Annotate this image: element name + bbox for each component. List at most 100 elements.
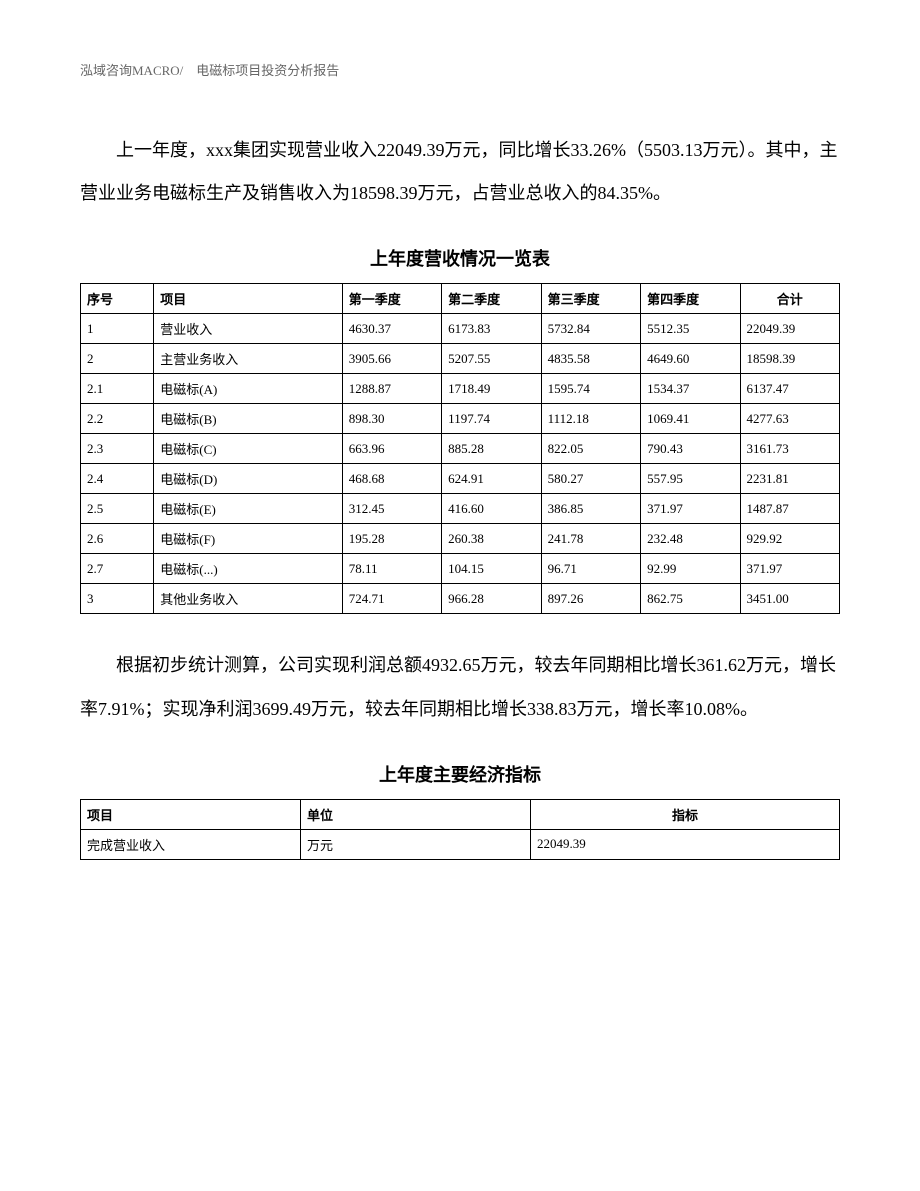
cell-q1: 663.96 <box>342 434 441 464</box>
cell-q2: 6173.83 <box>442 314 541 344</box>
paragraph-intro: 上一年度，xxx集团实现营业收入22049.39万元，同比增长33.26%（55… <box>80 129 840 215</box>
table-row: 2.1 电磁标(A) 1288.87 1718.49 1595.74 1534.… <box>81 374 840 404</box>
table-row: 2.2 电磁标(B) 898.30 1197.74 1112.18 1069.4… <box>81 404 840 434</box>
header-seq: 序号 <box>81 284 154 314</box>
cell-item: 电磁标(C) <box>154 434 342 464</box>
cell-q4: 4649.60 <box>641 344 740 374</box>
header-q1: 第一季度 <box>342 284 441 314</box>
table-row: 2.6 电磁标(F) 195.28 260.38 241.78 232.48 9… <box>81 524 840 554</box>
cell-total: 22049.39 <box>740 314 839 344</box>
cell-item: 电磁标(B) <box>154 404 342 434</box>
cell-q3: 241.78 <box>541 524 640 554</box>
header-q3: 第三季度 <box>541 284 640 314</box>
cell-seq: 3 <box>81 584 154 614</box>
cell-item: 主营业务收入 <box>154 344 342 374</box>
cell-q3: 386.85 <box>541 494 640 524</box>
page-header: 泓域咨询MACRO/ 电磁标项目投资分析报告 <box>80 60 840 79</box>
header-item: 项目 <box>154 284 342 314</box>
cell-q3: 96.71 <box>541 554 640 584</box>
table1-title: 上年度营收情况一览表 <box>80 245 840 271</box>
cell-q1: 724.71 <box>342 584 441 614</box>
cell-seq: 2.7 <box>81 554 154 584</box>
cell-item: 电磁标(D) <box>154 464 342 494</box>
table-row: 1 营业收入 4630.37 6173.83 5732.84 5512.35 2… <box>81 314 840 344</box>
cell-item: 营业收入 <box>154 314 342 344</box>
cell-q1: 3905.66 <box>342 344 441 374</box>
cell-q2: 885.28 <box>442 434 541 464</box>
cell-seq: 2.3 <box>81 434 154 464</box>
table2-title: 上年度主要经济指标 <box>80 761 840 787</box>
cell-q2: 5207.55 <box>442 344 541 374</box>
cell-q4: 92.99 <box>641 554 740 584</box>
cell-seq: 2.1 <box>81 374 154 404</box>
header-q4: 第四季度 <box>641 284 740 314</box>
header-unit: 单位 <box>301 799 531 829</box>
cell-indicator: 22049.39 <box>531 829 840 859</box>
cell-q1: 78.11 <box>342 554 441 584</box>
cell-q2: 1197.74 <box>442 404 541 434</box>
cell-q1: 898.30 <box>342 404 441 434</box>
cell-q2: 416.60 <box>442 494 541 524</box>
cell-q2: 1718.49 <box>442 374 541 404</box>
cell-q2: 624.91 <box>442 464 541 494</box>
cell-q3: 4835.58 <box>541 344 640 374</box>
cell-q4: 232.48 <box>641 524 740 554</box>
cell-q4: 5512.35 <box>641 314 740 344</box>
table-row: 2 主营业务收入 3905.66 5207.55 4835.58 4649.60… <box>81 344 840 374</box>
cell-item: 电磁标(...) <box>154 554 342 584</box>
cell-q1: 468.68 <box>342 464 441 494</box>
header-indicator: 指标 <box>531 799 840 829</box>
cell-q3: 822.05 <box>541 434 640 464</box>
cell-q3: 5732.84 <box>541 314 640 344</box>
cell-q1: 4630.37 <box>342 314 441 344</box>
table-header-row: 序号 项目 第一季度 第二季度 第三季度 第四季度 合计 <box>81 284 840 314</box>
cell-total: 6137.47 <box>740 374 839 404</box>
cell-q1: 195.28 <box>342 524 441 554</box>
cell-total: 2231.81 <box>740 464 839 494</box>
cell-total: 4277.63 <box>740 404 839 434</box>
cell-seq: 1 <box>81 314 154 344</box>
cell-total: 3451.00 <box>740 584 839 614</box>
cell-project: 完成营业收入 <box>81 829 301 859</box>
header-project: 项目 <box>81 799 301 829</box>
cell-unit: 万元 <box>301 829 531 859</box>
cell-q2: 966.28 <box>442 584 541 614</box>
header-q2: 第二季度 <box>442 284 541 314</box>
table-row: 2.7 电磁标(...) 78.11 104.15 96.71 92.99 37… <box>81 554 840 584</box>
cell-q1: 1288.87 <box>342 374 441 404</box>
cell-item: 电磁标(A) <box>154 374 342 404</box>
cell-seq: 2.4 <box>81 464 154 494</box>
cell-seq: 2.6 <box>81 524 154 554</box>
cell-total: 1487.87 <box>740 494 839 524</box>
cell-item: 电磁标(F) <box>154 524 342 554</box>
cell-seq: 2.5 <box>81 494 154 524</box>
cell-item: 其他业务收入 <box>154 584 342 614</box>
cell-q2: 260.38 <box>442 524 541 554</box>
cell-q4: 557.95 <box>641 464 740 494</box>
table-row: 2.3 电磁标(C) 663.96 885.28 822.05 790.43 3… <box>81 434 840 464</box>
header-total: 合计 <box>740 284 839 314</box>
cell-q4: 862.75 <box>641 584 740 614</box>
paragraph-profit: 根据初步统计测算，公司实现利润总额4932.65万元，较去年同期相比增长361.… <box>80 644 840 730</box>
cell-item: 电磁标(E) <box>154 494 342 524</box>
indicator-table: 项目 单位 指标 完成营业收入 万元 22049.39 <box>80 799 840 860</box>
cell-total: 3161.73 <box>740 434 839 464</box>
table-header-row: 项目 单位 指标 <box>81 799 840 829</box>
cell-q3: 1595.74 <box>541 374 640 404</box>
cell-q2: 104.15 <box>442 554 541 584</box>
cell-seq: 2 <box>81 344 154 374</box>
table-row: 2.5 电磁标(E) 312.45 416.60 386.85 371.97 1… <box>81 494 840 524</box>
cell-q1: 312.45 <box>342 494 441 524</box>
cell-q3: 897.26 <box>541 584 640 614</box>
cell-seq: 2.2 <box>81 404 154 434</box>
table-row: 完成营业收入 万元 22049.39 <box>81 829 840 859</box>
cell-q3: 580.27 <box>541 464 640 494</box>
cell-q4: 790.43 <box>641 434 740 464</box>
cell-q4: 1534.37 <box>641 374 740 404</box>
cell-total: 371.97 <box>740 554 839 584</box>
table-row: 3 其他业务收入 724.71 966.28 897.26 862.75 345… <box>81 584 840 614</box>
revenue-table: 序号 项目 第一季度 第二季度 第三季度 第四季度 合计 1 营业收入 4630… <box>80 283 840 614</box>
table-row: 2.4 电磁标(D) 468.68 624.91 580.27 557.95 2… <box>81 464 840 494</box>
cell-total: 929.92 <box>740 524 839 554</box>
cell-total: 18598.39 <box>740 344 839 374</box>
